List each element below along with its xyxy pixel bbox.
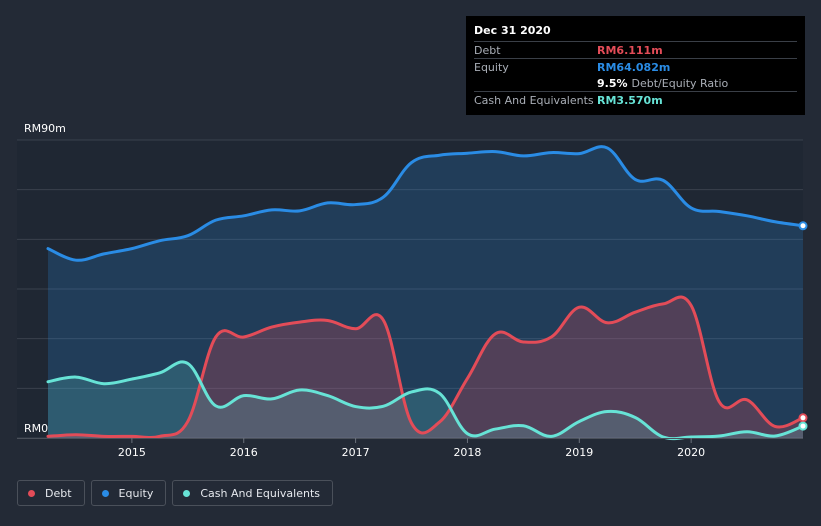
legend-label: Equity (118, 486, 154, 500)
x-tick-label: 2020 (677, 446, 705, 459)
legend-item-cash[interactable]: Cash And Equivalents (172, 480, 333, 506)
legend-item-debt[interactable]: Debt (17, 480, 85, 506)
legend-item-equity[interactable]: Equity (90, 480, 167, 506)
x-tick-label: 2018 (453, 446, 481, 459)
x-tick-label: 2019 (565, 446, 593, 459)
debt-area (48, 296, 803, 438)
cash-and-equivalents-endpoint (798, 421, 808, 431)
tooltip-row-value: RM3.570m (597, 93, 663, 107)
legend-dot-icon (101, 489, 109, 497)
tooltip-row-value: 9.5% (597, 76, 628, 90)
x-tick-label: 2016 (230, 446, 258, 459)
series-endpoints (798, 221, 808, 431)
legend-dot-icon (183, 489, 191, 497)
debt-endpoint (798, 413, 808, 423)
tooltip-row-value: RM6.111m (597, 43, 663, 57)
equity-line (46, 145, 805, 262)
x-axis-ticks: 2015 2016 2017 2018 2019 2020 (17, 438, 803, 459)
chart-legend: Debt Equity Cash And Equivalents (17, 480, 333, 506)
tooltip-row-label: Debt (474, 43, 501, 57)
equity-endpoint (798, 221, 808, 231)
tooltip-ratio-suffix: Debt/Equity Ratio (631, 76, 729, 90)
tooltip-panel: Dec 31 2020 Debt RM6.111m Equity RM64.08… (466, 16, 805, 115)
legend-dot-icon (28, 489, 35, 497)
tooltip-row-equity: Equity RM64.082m (474, 58, 797, 75)
y-axis-top-label: RM90m (24, 122, 66, 135)
equity-area (48, 146, 803, 439)
y-axis-bottom-label: RM0 (24, 422, 48, 435)
tooltip-row-cash: Cash And Equivalents RM3.570m (474, 91, 797, 108)
debt-line (46, 295, 805, 440)
tooltip-row-value: RM64.082m (597, 60, 671, 74)
x-tick-label: 2015 (118, 446, 146, 459)
cash-and-equivalents-area (48, 361, 803, 439)
series-areas (48, 146, 803, 439)
legend-label: Cash And Equivalents (200, 486, 320, 500)
tooltip-date: Dec 31 2020 (474, 24, 551, 37)
tooltip-row-label: Cash And Equivalents (474, 93, 594, 107)
tooltip-row-ratio: 9.5% Debt/Equity Ratio (474, 75, 797, 91)
legend-label: Debt (45, 486, 72, 500)
tooltip-row-label: Equity (474, 60, 509, 74)
tooltip-row-debt: Debt RM6.111m (474, 41, 797, 58)
x-tick-label: 2017 (342, 446, 370, 459)
